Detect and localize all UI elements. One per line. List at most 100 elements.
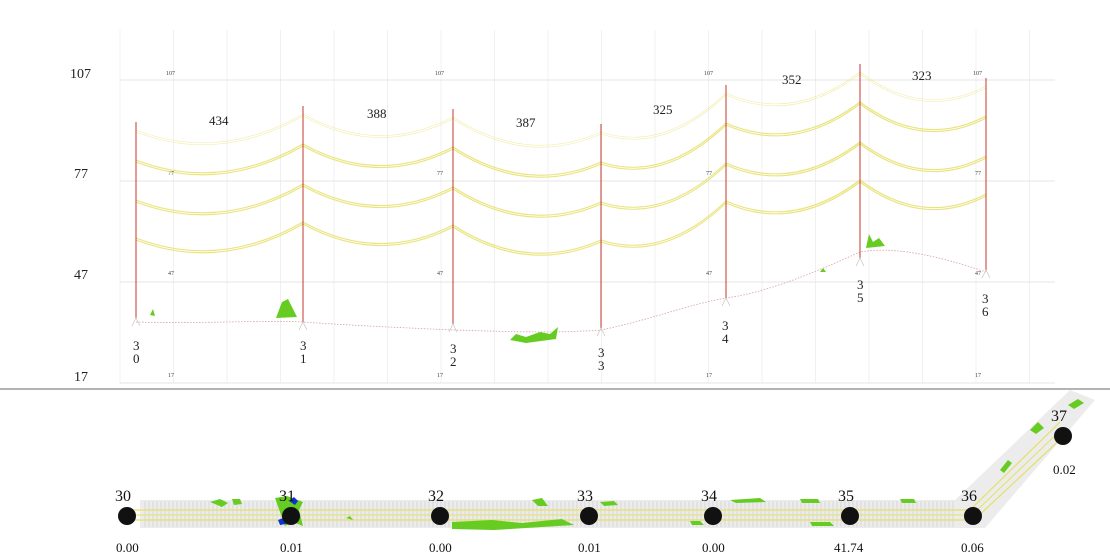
conductor-wire <box>452 186 602 216</box>
tower-marker[interactable] <box>841 507 859 525</box>
small-label: 17 <box>706 373 712 379</box>
pole-base <box>298 321 308 331</box>
conductor-wire <box>452 188 602 218</box>
pole-base <box>596 327 606 337</box>
pole-label-digit: 6 <box>982 304 989 319</box>
conductor-wire <box>135 223 304 254</box>
alert-patch <box>278 518 286 525</box>
conductor-wire <box>859 143 987 173</box>
tower-marker[interactable] <box>704 507 722 525</box>
vegetation-patch <box>276 299 297 318</box>
conductor-wire <box>725 71 861 105</box>
tower-value: 0.02 <box>1053 462 1076 477</box>
towers <box>118 427 1072 525</box>
tower-value: 0.01 <box>578 540 601 555</box>
vegetation-patch <box>690 521 704 525</box>
tower-marker[interactable] <box>282 507 300 525</box>
small-label: 107 <box>435 71 444 77</box>
conductor-wire <box>600 202 727 248</box>
vegetation-patch <box>232 499 242 505</box>
conductor-wire <box>135 185 304 216</box>
conductor-wire <box>135 113 304 144</box>
vegetation-patch <box>820 268 826 272</box>
pole-label-digit: 5 <box>857 290 864 305</box>
span-length: 387 <box>516 115 536 130</box>
pole-label-digit: 3 <box>598 345 605 360</box>
alert-patch <box>289 497 298 505</box>
tower-value: 0.00 <box>429 540 452 555</box>
pole-base <box>721 297 731 307</box>
conductor-wire <box>725 73 861 107</box>
conductor-wire <box>859 101 987 131</box>
conductor-wire <box>135 183 304 214</box>
tower-number: 35 <box>838 488 854 505</box>
tower-number: 33 <box>577 488 593 505</box>
tower-marker[interactable] <box>118 507 136 525</box>
conductor-wire <box>452 116 602 146</box>
y-axis-label-77: 77 <box>74 167 88 182</box>
conductor-wire <box>600 162 727 208</box>
small-label: 107 <box>973 71 982 77</box>
tower-value: 41.74 <box>834 540 864 555</box>
vegetation-patch <box>1000 460 1012 473</box>
pole-base <box>131 317 141 327</box>
conductor-wire <box>600 164 727 210</box>
tower-marker[interactable] <box>580 507 598 525</box>
small-label: 77 <box>168 171 174 177</box>
conductor-wire <box>452 146 602 176</box>
conductor-wire <box>725 179 861 213</box>
small-label: 47 <box>168 271 174 277</box>
pole-label-digit: 3 <box>450 341 457 356</box>
vegetation-patch <box>1030 422 1044 434</box>
tower-number: 34 <box>701 488 717 505</box>
conductor-wire <box>859 181 987 211</box>
conductor-wire <box>135 115 304 146</box>
pole-label-digit: 3 <box>857 277 864 292</box>
conductor-wire <box>302 221 454 245</box>
vegetation-patch <box>210 499 228 507</box>
tower-marker[interactable] <box>964 507 982 525</box>
tower-marker[interactable] <box>431 507 449 525</box>
conductor-trace <box>126 421 1061 511</box>
vegetation-patch <box>800 499 820 503</box>
conductor-wire <box>600 124 727 170</box>
pole-label-digit: 4 <box>722 331 729 346</box>
tower-marker[interactable] <box>1054 427 1072 445</box>
small-label: 77 <box>706 171 712 177</box>
small-label: 77 <box>975 171 981 177</box>
span-length: 434 <box>209 113 229 128</box>
conductor-wire <box>135 221 304 252</box>
conductor-wire <box>452 226 602 256</box>
pole-labels: 3 0 3 1 3 2 3 3 3 4 3 5 3 6 <box>133 277 989 373</box>
conductor-wire <box>600 122 727 168</box>
tower-number: 31 <box>279 488 295 505</box>
conductor-wire <box>859 179 987 209</box>
conductor-wire <box>135 145 304 176</box>
conductor-wire <box>302 145 454 169</box>
plan-view <box>126 390 1095 530</box>
vegetation-patch <box>730 498 766 503</box>
conductor-wire <box>302 113 454 136</box>
plan-alert <box>278 497 298 525</box>
pole-base <box>981 269 991 279</box>
vegetation-patch <box>866 234 885 248</box>
y-axis-label-47: 47 <box>74 268 88 283</box>
vegetation-patch <box>532 498 548 506</box>
y-axis-label-107: 107 <box>70 67 91 82</box>
conductor-wire <box>302 185 454 209</box>
conductor-wire <box>600 94 727 140</box>
small-label: 17 <box>437 373 443 379</box>
tower-number: 32 <box>428 488 444 505</box>
profile-vegetation <box>150 234 885 343</box>
corridor-strip <box>140 390 1095 528</box>
conductors <box>135 71 987 256</box>
conductor-wire <box>859 73 987 102</box>
pole-label-digit: 3 <box>300 338 307 353</box>
small-label: 107 <box>704 71 713 77</box>
conductor-wire <box>302 223 454 247</box>
conductor-wire <box>600 92 727 138</box>
pole-label-digit: 3 <box>598 358 605 373</box>
y-axis-label-17: 17 <box>74 370 88 385</box>
small-label: 47 <box>975 271 981 277</box>
